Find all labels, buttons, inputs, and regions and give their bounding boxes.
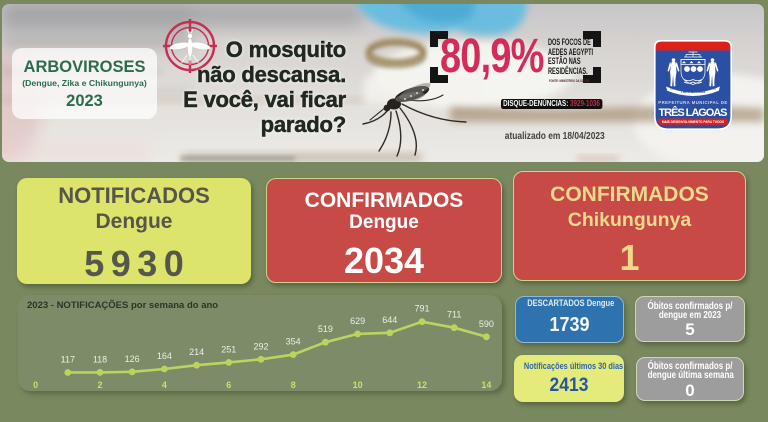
svg-text:164: 164 [157,351,172,361]
svg-text:519: 519 [318,324,333,334]
svg-text:590: 590 [479,319,494,329]
svg-text:117: 117 [61,355,75,365]
svg-text:126: 126 [125,354,140,364]
svg-text:PREFEITURA MUNICIPAL DE: PREFEITURA MUNICIPAL DE [658,100,727,105]
svg-text:118: 118 [93,354,107,364]
svg-text:TRÊS LAGOAS: TRÊS LAGOAS [681,89,706,94]
svg-text:6: 6 [226,380,231,390]
svg-text:TRÊS LAGOAS: TRÊS LAGOAS [659,106,728,119]
svg-text:8: 8 [291,380,296,390]
svg-text:354: 354 [286,337,301,347]
svg-text:2: 2 [97,380,102,390]
svg-text:711: 711 [447,310,461,320]
svg-text:1915: 1915 [670,87,676,91]
svg-text:2023: 2023 [710,87,716,91]
svg-text:644: 644 [382,315,397,325]
svg-text:251: 251 [221,344,236,354]
svg-text:10: 10 [353,380,363,390]
svg-text:MAIS DESENVOLVIMENTO PARA TODO: MAIS DESENVOLVIMENTO PARA TODOS [662,120,724,124]
svg-text:791: 791 [414,304,429,314]
svg-text:2023 - NOTIFICAÇÕES por semana: 2023 - NOTIFICAÇÕES por semana do ano [27,300,218,311]
svg-text:4: 4 [162,380,167,390]
svg-text:292: 292 [253,341,268,351]
svg-text:12: 12 [417,380,427,390]
svg-text:0: 0 [33,380,38,390]
svg-text:14: 14 [481,380,491,390]
svg-text:629: 629 [350,316,365,326]
svg-text:214: 214 [189,347,204,357]
